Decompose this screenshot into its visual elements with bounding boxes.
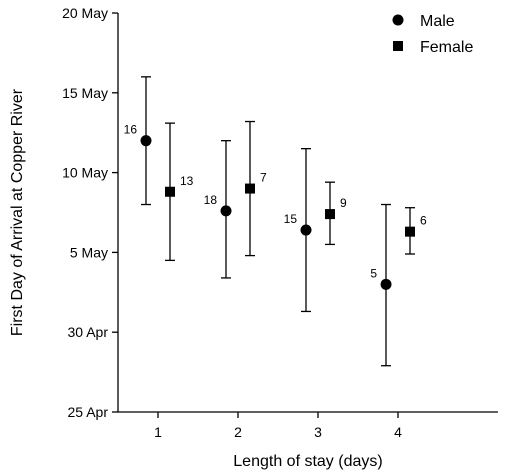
legend: Male Female	[392, 13, 473, 56]
female-n-label: 13	[180, 174, 194, 188]
y-tick-label: 25 Apr	[68, 404, 109, 420]
x-tick-label: 2	[234, 424, 242, 440]
female-n-label: 9	[340, 196, 347, 210]
x-tick-label: 3	[314, 424, 322, 440]
male-n-label: 18	[204, 193, 218, 207]
y-tick-label: 5 May	[70, 244, 108, 260]
y-tick-label: 20 May	[62, 5, 108, 21]
male-point	[380, 278, 392, 290]
x-tick-label: 4	[394, 424, 402, 440]
female-point	[405, 226, 415, 237]
male-n-label: 5	[370, 266, 377, 280]
legend-label: Female	[420, 39, 473, 56]
legend-female-marker	[393, 41, 403, 51]
legend-male-marker	[392, 14, 404, 26]
male-n-label: 16	[124, 123, 138, 137]
y-tick-label: 10 May	[62, 165, 108, 181]
x-axis-title: Length of stay (days)	[233, 453, 382, 470]
female-point	[165, 186, 175, 197]
y-axis-title: First Day of Arrival at Copper River	[9, 88, 26, 336]
y-axis-ticks: 25 Apr 30 Apr 5 May 10 May 15 May 20 May	[62, 5, 118, 420]
female-point	[325, 209, 335, 220]
female-n-label: 7	[260, 171, 267, 185]
x-axis-ticks: 1 2 3 4	[154, 412, 402, 440]
y-tick-label: 30 Apr	[68, 324, 109, 340]
male-n-label: 15	[284, 212, 298, 226]
legend-label: Male	[420, 13, 455, 30]
female-point	[245, 183, 255, 194]
data-marks: 16 18 15 5 13 7 9 6	[124, 76, 427, 367]
male-point	[300, 224, 312, 236]
male-point	[140, 135, 152, 147]
female-n-label: 6	[420, 214, 427, 228]
male-point	[220, 205, 232, 217]
y-tick-label: 15 May	[62, 85, 108, 101]
x-tick-label: 1	[154, 424, 162, 440]
